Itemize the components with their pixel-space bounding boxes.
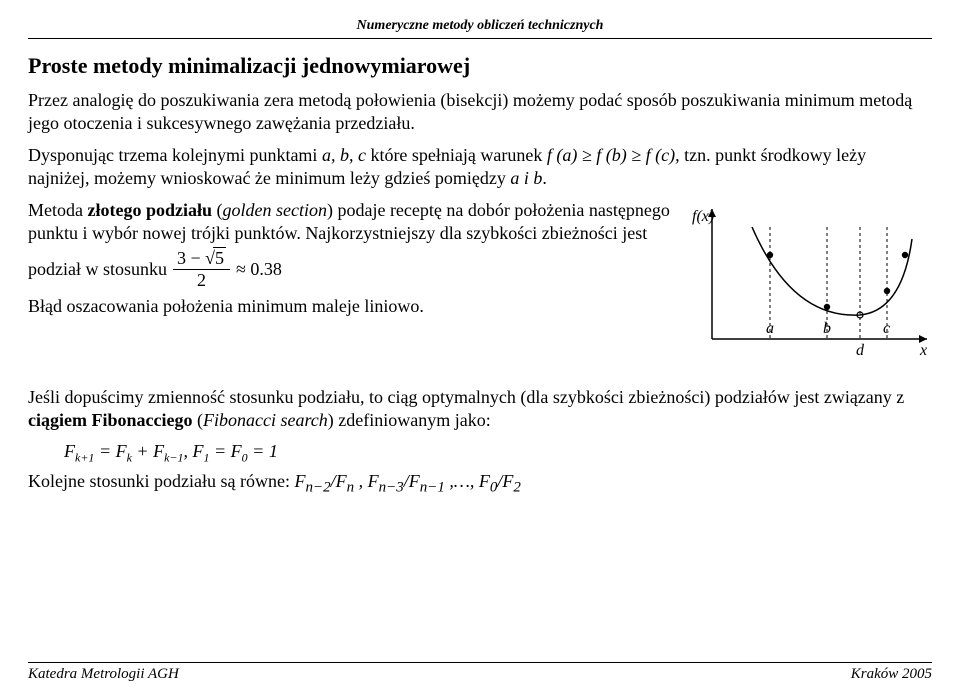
label-c: c (883, 320, 890, 337)
golden-section-figure: f(x) x a b c d (692, 199, 932, 359)
xlabel: x (919, 342, 927, 359)
s: k−1 (164, 451, 183, 465)
text: Dysponując trzema kolejnymi punktami (28, 145, 322, 165)
t: F (116, 441, 127, 461)
paragraph-error: Błąd oszacowania położenia minimum malej… (28, 295, 680, 318)
ratio-sequence: Fn−2/Fn , Fn−3/Fn−1 ,…, F0/F2 (294, 471, 520, 491)
t: F (153, 441, 164, 461)
term-golden-en: golden section (222, 200, 326, 220)
fraction: 3 − 5 2 (173, 248, 230, 291)
text: Jeśli dopuścimy zmienność stosunku podzi… (28, 387, 904, 407)
text: Metoda (28, 200, 87, 220)
footer-right: Kraków 2005 (851, 666, 932, 683)
fibonacci-definition: Fk+1 = Fk + Fk−1, F1 = F0 = 1 (64, 441, 932, 466)
t: , (184, 441, 193, 461)
ylabel: f(x) (692, 208, 714, 225)
page-header: Numeryczne metody obliczeń technicznych (28, 18, 932, 39)
numerator-a: 3 − (177, 248, 205, 268)
t: F (193, 441, 204, 461)
vars-abc: a, b, c (322, 145, 366, 165)
ratio-prefix: podział w stosunku (28, 259, 167, 280)
text: ( (192, 410, 203, 430)
t: + (132, 441, 153, 461)
page-footer: Katedra Metrologii AGH Kraków 2005 (28, 662, 932, 683)
paragraph-golden: Metoda złotego podziału (golden section)… (28, 199, 680, 244)
text: . (542, 168, 547, 188)
paragraph-fibonacci: Jeśli dopuścimy zmienność stosunku podzi… (28, 386, 932, 431)
t: = F (210, 441, 242, 461)
paragraph-ratios: Kolejne stosunki podziału są równe: Fn−2… (28, 470, 932, 497)
approx-value: ≈ 0.38 (236, 259, 282, 280)
text: które spełniają warunek (366, 145, 547, 165)
text: Kolejne stosunki podziału są równe: (28, 471, 294, 491)
term-golden: złotego podziału (87, 200, 212, 220)
t: = (94, 441, 115, 461)
t: = 1 (248, 441, 278, 461)
ratio-formula: podział w stosunku 3 − 5 2 ≈ 0.38 (28, 248, 680, 291)
term-fibonacci-en: Fibonacci search (203, 410, 328, 430)
denominator: 2 (193, 270, 210, 291)
term-fibonacci: ciągiem Fibonacciego (28, 410, 192, 430)
paragraph-condition: Dysponując trzema kolejnymi punktami a, … (28, 144, 932, 189)
s: k+1 (75, 451, 94, 465)
paragraph-intro: Przez analogię do poszukiwania zera meto… (28, 89, 932, 134)
text: ) zdefiniowanym jako: (328, 410, 491, 430)
footer-left: Katedra Metrologii AGH (28, 666, 179, 683)
section-title: Proste metody minimalizacji jednowymiaro… (28, 53, 932, 79)
text: ( (212, 200, 223, 220)
label-b: b (823, 320, 831, 337)
inequality: f (a) ≥ f (b) ≥ f (c) (547, 145, 675, 165)
label-d: d (856, 342, 865, 359)
radicand: 5 (213, 247, 226, 268)
vars-ab: a i b (510, 168, 542, 188)
sqrt: 5 (205, 248, 226, 269)
t: F (64, 441, 75, 461)
label-a: a (766, 320, 774, 337)
